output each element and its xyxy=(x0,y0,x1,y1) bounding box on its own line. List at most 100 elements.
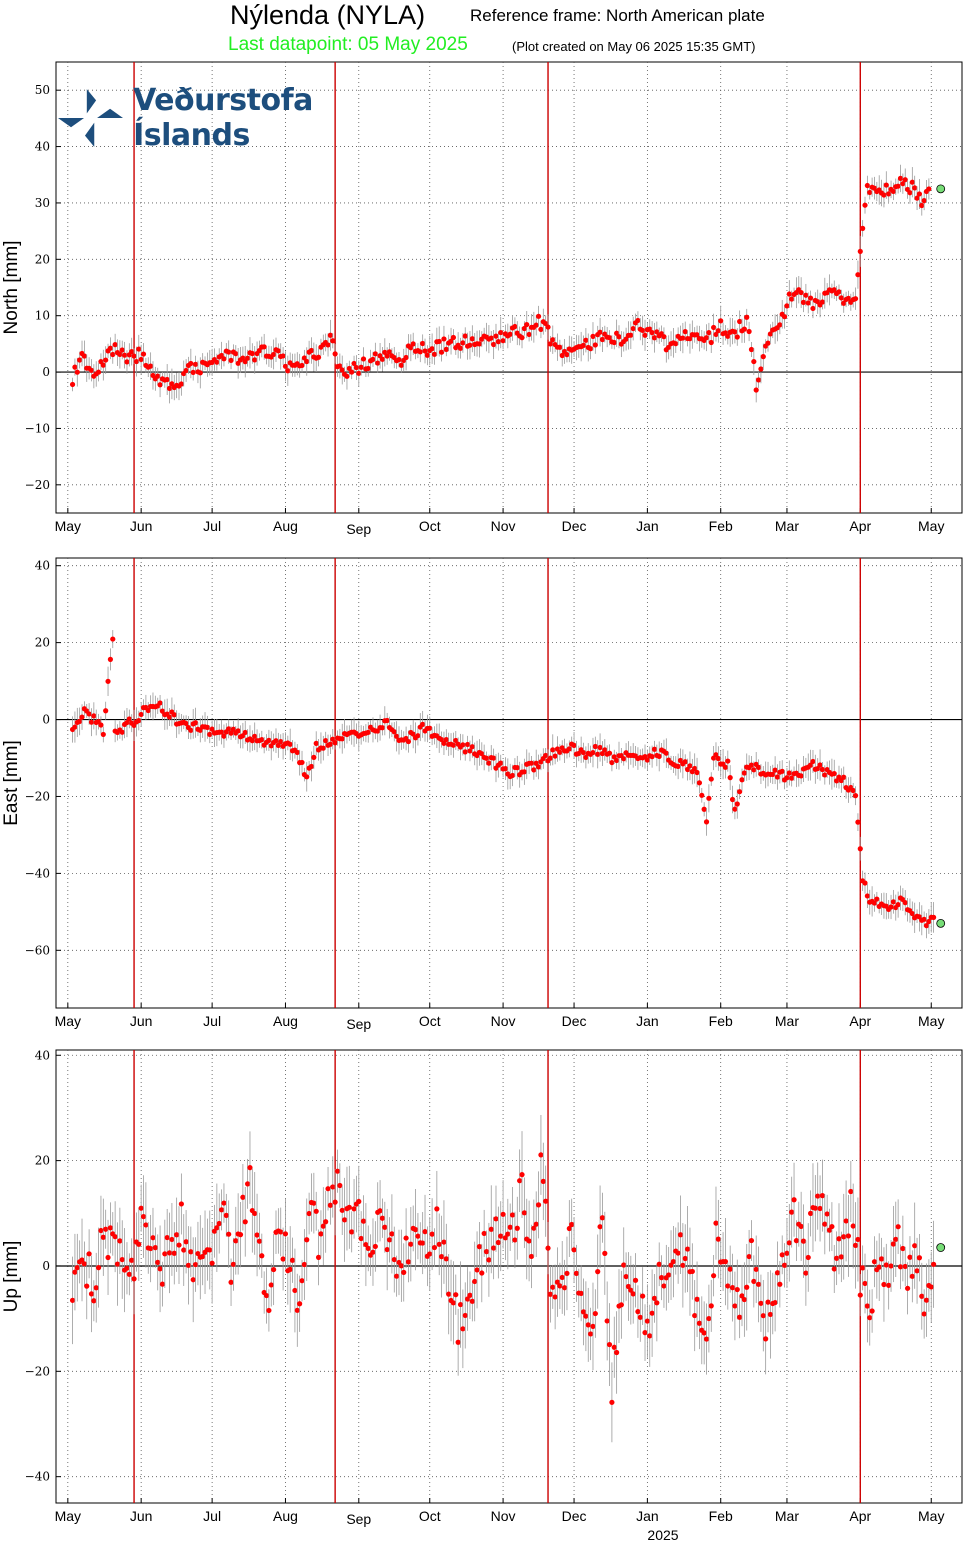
x-tick-label: Nov xyxy=(491,518,516,534)
data-point xyxy=(280,353,286,359)
data-point xyxy=(808,762,814,768)
data-point xyxy=(218,729,225,735)
data-point xyxy=(902,177,908,183)
data-point xyxy=(237,1232,244,1238)
station-title: Nýlenda (NYLA) xyxy=(230,0,426,30)
data-point xyxy=(334,1168,341,1174)
data-point xyxy=(713,752,719,758)
data-point xyxy=(805,1254,811,1261)
data-point xyxy=(509,772,516,779)
data-point xyxy=(344,373,350,379)
data-point xyxy=(912,185,918,191)
data-point xyxy=(140,1213,147,1220)
data-point xyxy=(649,754,655,760)
data-point xyxy=(384,1246,390,1253)
data-point xyxy=(223,1212,229,1218)
data-point xyxy=(190,369,196,376)
data-point xyxy=(696,1320,703,1326)
data-point xyxy=(592,1310,598,1317)
x-tick-label: Jul xyxy=(203,518,221,534)
data-point xyxy=(819,1193,826,1199)
data-point xyxy=(370,356,376,362)
data-point xyxy=(545,324,551,330)
data-point xyxy=(623,1273,629,1280)
data-point xyxy=(727,1266,733,1272)
data-point xyxy=(564,352,570,358)
data-point xyxy=(259,1253,265,1259)
data-point xyxy=(176,1242,182,1248)
data-point xyxy=(583,1313,589,1319)
data-point xyxy=(862,202,868,208)
data-point xyxy=(689,1268,695,1275)
data-point xyxy=(907,190,913,196)
data-point xyxy=(86,711,92,717)
data-point xyxy=(651,746,658,752)
data-point xyxy=(533,1221,539,1227)
data-point xyxy=(852,793,859,799)
data-point xyxy=(838,1254,844,1260)
data-point xyxy=(131,1276,137,1282)
data-point xyxy=(860,225,866,231)
data-point xyxy=(737,789,743,795)
data-point xyxy=(770,771,776,778)
data-point xyxy=(819,299,826,305)
data-point xyxy=(299,1278,305,1284)
data-point xyxy=(831,287,837,293)
data-point xyxy=(159,1281,166,1287)
data-point xyxy=(107,1225,114,1231)
data-point xyxy=(739,777,745,783)
data-point xyxy=(441,740,447,746)
data-point xyxy=(777,1281,783,1287)
data-point xyxy=(391,1256,397,1263)
data-point xyxy=(588,1331,594,1337)
data-point xyxy=(557,344,563,350)
data-point xyxy=(547,341,553,347)
vedurstofa-logo-icon xyxy=(58,89,124,147)
data-point xyxy=(919,202,925,209)
data-point xyxy=(351,1206,357,1212)
data-point xyxy=(793,1238,800,1244)
data-point xyxy=(394,1273,400,1279)
data-point xyxy=(538,1152,544,1158)
data-point xyxy=(841,300,847,306)
data-point xyxy=(606,750,613,756)
data-point xyxy=(784,775,790,781)
data-point xyxy=(670,1258,677,1265)
data-point xyxy=(422,1229,428,1235)
data-point xyxy=(543,752,549,759)
data-point xyxy=(514,765,520,771)
x-tick-label: Apr xyxy=(849,1013,871,1029)
data-point xyxy=(713,1220,719,1226)
data-point xyxy=(753,1266,759,1272)
data-point xyxy=(469,1298,475,1304)
y-tick-label: 40 xyxy=(35,140,50,154)
data-point xyxy=(566,746,572,752)
data-point xyxy=(124,1265,130,1271)
data-point xyxy=(871,900,878,906)
data-point xyxy=(855,1236,861,1243)
x-tick-label: Sep xyxy=(346,521,371,537)
data-point xyxy=(379,725,386,731)
data-point xyxy=(751,1278,757,1285)
data-point xyxy=(684,766,691,773)
data-point xyxy=(214,359,220,365)
data-point xyxy=(228,1279,234,1285)
x-tick-label: Jan xyxy=(636,1013,659,1029)
data-point xyxy=(602,747,608,753)
data-point xyxy=(103,708,109,714)
data-point xyxy=(606,335,613,341)
data-point xyxy=(330,1184,336,1190)
data-point xyxy=(178,1201,184,1207)
y-tick-label: −20 xyxy=(25,478,50,492)
data-point xyxy=(268,1282,274,1288)
data-point xyxy=(748,346,755,353)
data-point xyxy=(699,792,705,798)
data-point xyxy=(580,749,587,756)
data-point xyxy=(535,764,542,770)
data-point xyxy=(909,1273,915,1279)
y-tick-label: 40 xyxy=(35,559,50,573)
data-point xyxy=(192,720,199,726)
data-point xyxy=(69,1297,76,1303)
y-tick-label: 0 xyxy=(42,713,50,727)
data-point xyxy=(164,1234,170,1241)
